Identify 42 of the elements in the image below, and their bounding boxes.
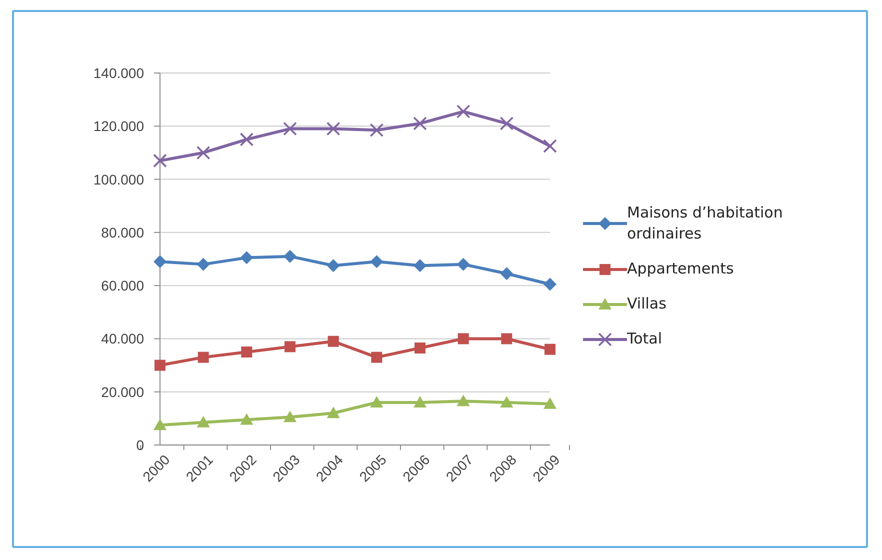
point bbox=[326, 406, 340, 418]
y-tick-label: 0 bbox=[136, 436, 144, 453]
point bbox=[458, 333, 469, 344]
point bbox=[456, 394, 470, 406]
point bbox=[154, 360, 166, 371]
y-tick-label: 80.000 bbox=[101, 224, 144, 240]
point bbox=[284, 410, 296, 422]
point bbox=[240, 413, 254, 425]
point bbox=[370, 255, 384, 268]
point bbox=[284, 250, 296, 263]
point bbox=[154, 255, 166, 268]
point bbox=[241, 346, 252, 358]
point bbox=[198, 352, 209, 363]
legend-label: Appartements bbox=[627, 258, 735, 280]
point bbox=[154, 418, 166, 430]
point bbox=[240, 251, 254, 264]
y-tick-label: 120.000 bbox=[93, 118, 144, 134]
point bbox=[414, 342, 426, 354]
legend-label: Villas bbox=[627, 294, 668, 314]
point bbox=[544, 397, 556, 409]
point bbox=[284, 341, 296, 352]
y-tick-label: 60.000 bbox=[101, 278, 144, 294]
y-tick-label: 20.000 bbox=[101, 384, 144, 400]
y-tick-label: 140.000 bbox=[93, 64, 144, 81]
point bbox=[544, 278, 556, 291]
point bbox=[501, 333, 512, 344]
point bbox=[500, 267, 514, 280]
legend-label: Maisons d’habitation ordinaires bbox=[627, 202, 784, 244]
legend-label: Total bbox=[627, 328, 664, 350]
point bbox=[456, 258, 470, 271]
point bbox=[196, 258, 210, 271]
point bbox=[370, 396, 384, 408]
point bbox=[371, 352, 382, 363]
point bbox=[326, 259, 340, 272]
y-tick-label: 40.000 bbox=[101, 330, 144, 347]
point bbox=[414, 396, 426, 408]
point bbox=[196, 416, 210, 428]
point bbox=[414, 259, 426, 272]
point bbox=[328, 336, 339, 347]
point bbox=[544, 344, 556, 355]
point bbox=[500, 396, 514, 408]
y-tick-label: 100.000 bbox=[93, 171, 144, 188]
